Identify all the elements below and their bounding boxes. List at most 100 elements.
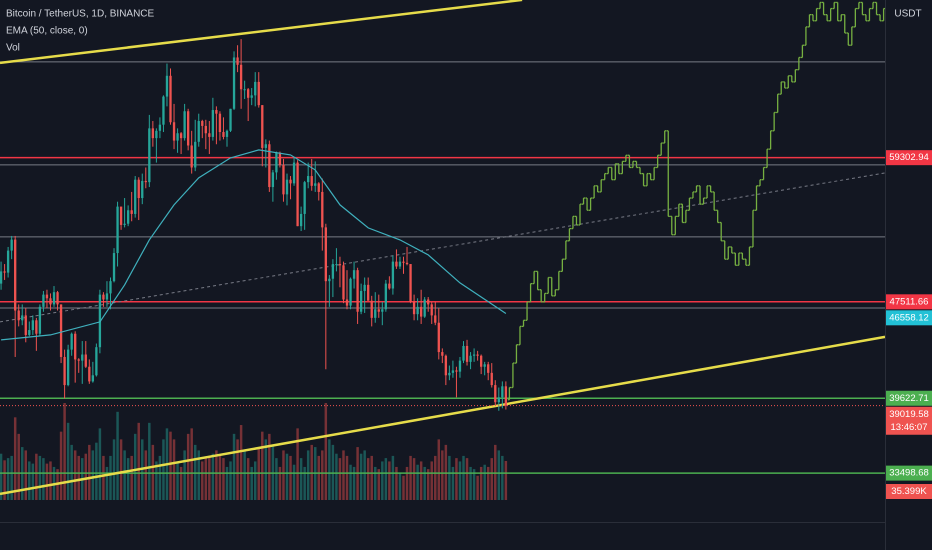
volume-bar [501,455,504,500]
volume-bar [416,464,419,500]
volume-bar [98,428,102,500]
volume-bar [84,453,88,500]
candle-body [437,322,440,353]
candle-body [487,364,490,373]
candle-body [243,89,246,91]
candle-body [91,375,95,382]
candle-body [497,397,500,403]
candle-body [123,223,126,225]
candle-body [307,176,310,183]
volume-bar [441,450,444,500]
candle-body [134,179,137,214]
candle-body [229,108,232,131]
price-badge-label: 46558.12 [889,312,929,323]
candle-body [215,110,218,114]
volume-bar [49,461,52,500]
volume-bar [13,417,17,500]
volume-bar [105,466,109,500]
candle-body [278,152,282,166]
candle-body [257,81,260,106]
candle-body [14,239,17,311]
volume-bar [409,455,412,500]
volume-bar [0,453,3,500]
ema-line [1,149,507,341]
volume-bar [462,455,465,500]
candle-body [367,284,370,301]
candle-body [349,278,352,306]
candle-body [381,309,384,312]
volume-bar [483,464,486,500]
volume-bar [289,455,292,500]
candle-body [490,372,493,386]
volume-bar [215,450,218,500]
candle-body [479,355,483,367]
volume-bar [430,461,433,500]
candle-body [201,121,204,126]
volume-legend: Vol [6,43,20,54]
volume-bar [208,455,211,500]
candle-body [448,372,451,376]
volume-bar [384,458,388,500]
price-badge [886,465,932,481]
volume-badge-label: 35.399K [891,486,927,497]
candle-body [331,264,335,279]
currency-label: USDT [894,9,921,20]
volume-bar [239,425,243,500]
candle-body [419,306,423,317]
volume-bar [158,455,162,500]
candle-body [186,111,190,146]
volume-bar [268,433,271,500]
volume-bar [342,450,345,500]
volume-bar [434,455,437,500]
candle-body [247,89,250,98]
candle-body [472,354,476,356]
volume-bar [377,469,381,500]
candle-body [504,386,508,406]
candle-body [363,284,366,291]
candle-body [427,299,430,305]
volume-bar [398,472,402,500]
candle-body [194,141,197,168]
candle-body [391,261,395,289]
volume-bar [66,422,70,500]
candle-body [109,281,112,294]
volume-bar [148,422,151,500]
candle-body [222,132,225,137]
candle-body [296,162,299,227]
volume-bar [426,469,430,500]
volume-bar [91,450,95,500]
candle-body [218,113,222,133]
candle-body [169,75,172,123]
candle-body [250,95,253,98]
volume-bar [28,461,31,500]
candle-body [395,261,398,267]
candle-body [458,360,462,372]
candle-body [239,64,243,90]
candle-body [483,364,486,367]
candle-body [271,172,275,188]
candle-body [335,264,338,266]
candle-body [112,253,116,282]
volume-bar [176,461,179,500]
candle-body [310,176,313,186]
volume-bar [246,458,250,500]
candle-body [317,183,320,192]
candle-body [388,283,391,289]
candle-body [183,111,186,139]
candle-body [126,210,130,224]
candle-body [342,265,345,300]
volume-bar [77,455,80,500]
volume-bar [63,403,66,500]
candle-body [63,356,66,386]
volume-bar [232,433,236,500]
volume-bar [10,455,13,500]
candle-body [197,121,200,142]
volume-bar [299,458,303,500]
candle-body [268,144,271,188]
volume-bar [395,466,398,500]
volume-bar [345,455,349,500]
volume-bar [218,455,222,500]
candle-body [3,271,6,273]
candle-body [151,128,155,139]
volume-badge [886,484,932,499]
